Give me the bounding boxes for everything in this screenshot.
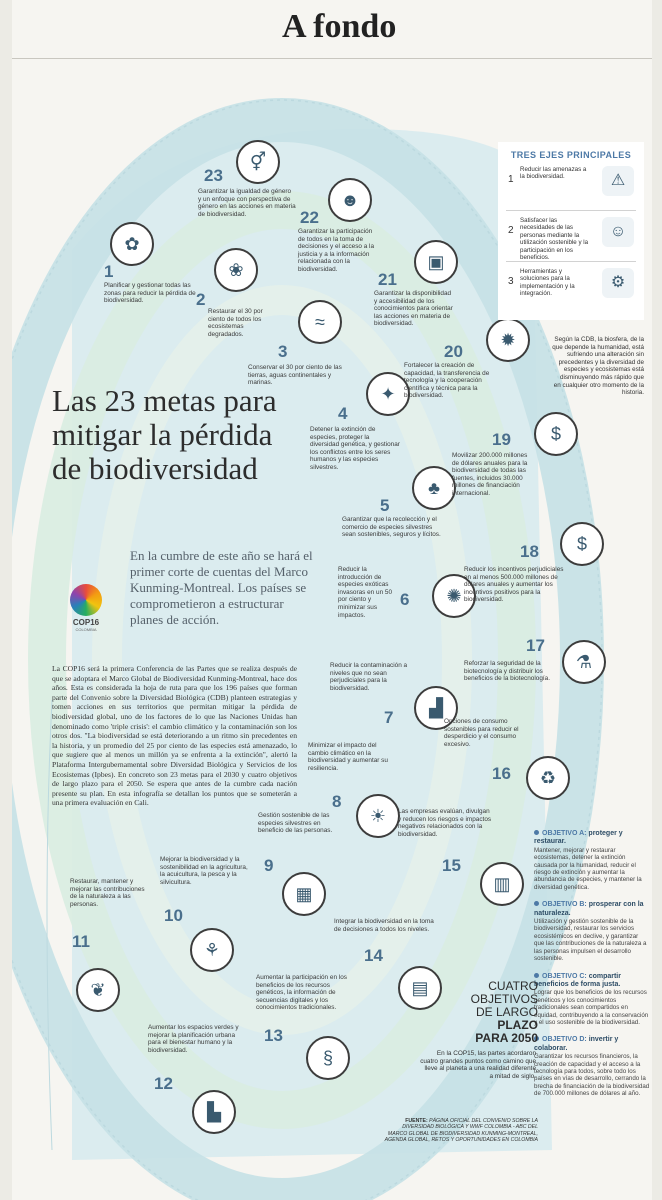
intro-text: La COP16 será la primera Conferencia de …	[52, 664, 297, 808]
knowledge-icon: ▣	[414, 240, 458, 284]
main-title: Las 23 metas para mitigar la pérdida de …	[52, 383, 277, 486]
objective-b: OBJETIVO B: prosperar con la naturaleza.…	[534, 901, 647, 963]
axis-item-2: 2 Satisfacer las necesidades de las pers…	[504, 211, 638, 261]
trees-icon: ♣	[412, 466, 456, 510]
tools-icon: ⚙	[602, 268, 634, 298]
earth-plant-icon: ❀	[214, 248, 258, 292]
bullet-icon	[534, 972, 539, 978]
axes-title: TRES EJES PRINCIPALES	[510, 150, 632, 160]
objective-d: OBJETIVO D: invertir y colaborar. Garant…	[534, 1036, 650, 1098]
axis-item-1: 1 Reducir las amenazas a la biodiversida…	[504, 160, 638, 210]
bullet-icon	[534, 830, 539, 835]
cop16-flower-icon	[70, 584, 102, 616]
source-credit: FUENTE: PÁGINA OFICIAL DEL CONVENIO SOBR…	[384, 1118, 538, 1144]
cop16-logo: COP16 COLOMBIA	[64, 584, 108, 632]
bullet-icon	[534, 901, 539, 907]
recycle-icon: ♻	[526, 756, 570, 800]
watering-icon: ⚘	[190, 928, 234, 972]
lab-icon: ⚗	[562, 640, 606, 684]
axis-divider	[506, 261, 636, 262]
water-land-icon: ≈	[298, 300, 342, 344]
objective-c: OBJETIVO C: compartir beneficios de form…	[534, 972, 649, 1026]
people-globe-icon: ☻	[328, 178, 372, 222]
objective-a: OBJETIVO A: proteger y restaurar. Manten…	[534, 830, 642, 891]
four-objectives-heading: CUATRO OBJETIVOS DE LARGO PLAZO PARA 205…	[470, 979, 538, 1045]
section-title: A fondo	[282, 8, 397, 45]
bird-icon: ✦	[366, 372, 410, 416]
warning-icon: ⚠	[602, 166, 634, 196]
document-icon: ▤	[398, 966, 442, 1010]
bullet-icon	[534, 1036, 539, 1042]
leaf-icon: ❦	[76, 968, 120, 1012]
invasive-species-icon: ✺	[432, 574, 476, 618]
header-divider	[12, 58, 652, 59]
dna-icon: §	[306, 1036, 350, 1080]
hands-chart-icon: ▦	[282, 872, 326, 916]
thermometer-icon: ☀	[356, 794, 400, 838]
main-axes-box: TRES EJES PRINCIPALES 1 Reducir las amen…	[498, 142, 644, 320]
business-icon: ▥	[480, 862, 524, 906]
money-icon: $	[534, 412, 578, 456]
brain-icon: ✹	[486, 318, 530, 362]
gender-icon: ⚥	[236, 140, 280, 184]
factory-icon: ▟	[414, 686, 458, 730]
four-objectives-text: En la COP15, las partes acordaron cuatro…	[420, 1050, 536, 1080]
community-icon: ☺	[602, 217, 634, 247]
axis-divider	[506, 210, 636, 211]
newspaper-page: A fondo Las 23 metas para mitigar la pér…	[12, 0, 652, 1200]
subtitle: En la cumbre de este año se hará el prim…	[130, 548, 313, 627]
globe-money-icon: $	[560, 522, 604, 566]
cdb-note: Según la CDB, la biosfera, de la que dep…	[552, 336, 644, 397]
axis-item-3: 3 Herramientas y soluciones para la impl…	[504, 262, 638, 312]
city-icon: ▙	[192, 1090, 236, 1134]
map-icon: ✿	[110, 222, 154, 266]
long-term-objectives: OBJETIVO A: proteger y restaurar. Manten…	[534, 830, 650, 1108]
